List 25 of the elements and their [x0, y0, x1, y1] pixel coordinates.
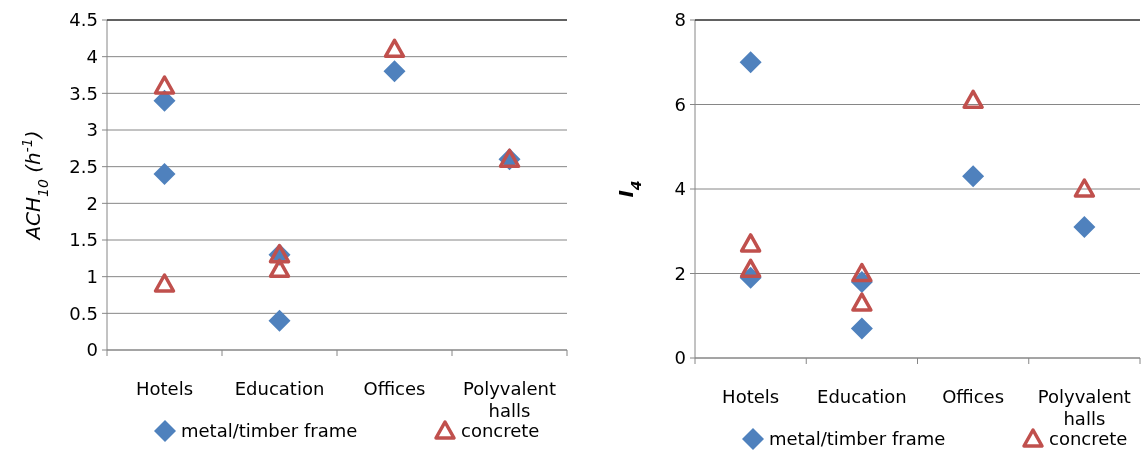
y-tick-label: 2	[674, 262, 686, 284]
legend-label: metal/timber frame	[769, 428, 946, 449]
y-tick-label: 0	[86, 339, 98, 361]
y-tick-label: 4.5	[69, 9, 98, 31]
y-tick-label: 0	[674, 347, 686, 369]
x-tick-label: Offices	[363, 378, 426, 399]
y-tick-label: 1	[86, 265, 98, 287]
y-tick-label: 6	[674, 93, 686, 115]
y-tick-label: 3.5	[69, 82, 98, 104]
x-tick-label: Hotels	[135, 378, 194, 399]
y-tick-label: 4	[674, 178, 686, 200]
y-tick-label: 3	[86, 119, 98, 141]
legend-label: metal/timber frame	[181, 420, 358, 441]
x-tick-label: Education	[234, 378, 325, 399]
y-tick-label: 1.5	[69, 229, 98, 251]
x-tick-label: Education	[817, 386, 907, 407]
x-tick-label: Offices	[942, 386, 1005, 407]
x-tick-label: Hotels	[722, 386, 780, 407]
legend-label: concrete	[1049, 428, 1128, 449]
y-tick-label: 8	[674, 9, 686, 31]
legend-label: concrete	[461, 420, 540, 441]
y-tick-label: 0.5	[69, 302, 98, 324]
y-tick-label: 2.5	[69, 155, 98, 177]
y-tick-label: 2	[86, 192, 98, 214]
y-tick-label: 4	[86, 45, 98, 67]
